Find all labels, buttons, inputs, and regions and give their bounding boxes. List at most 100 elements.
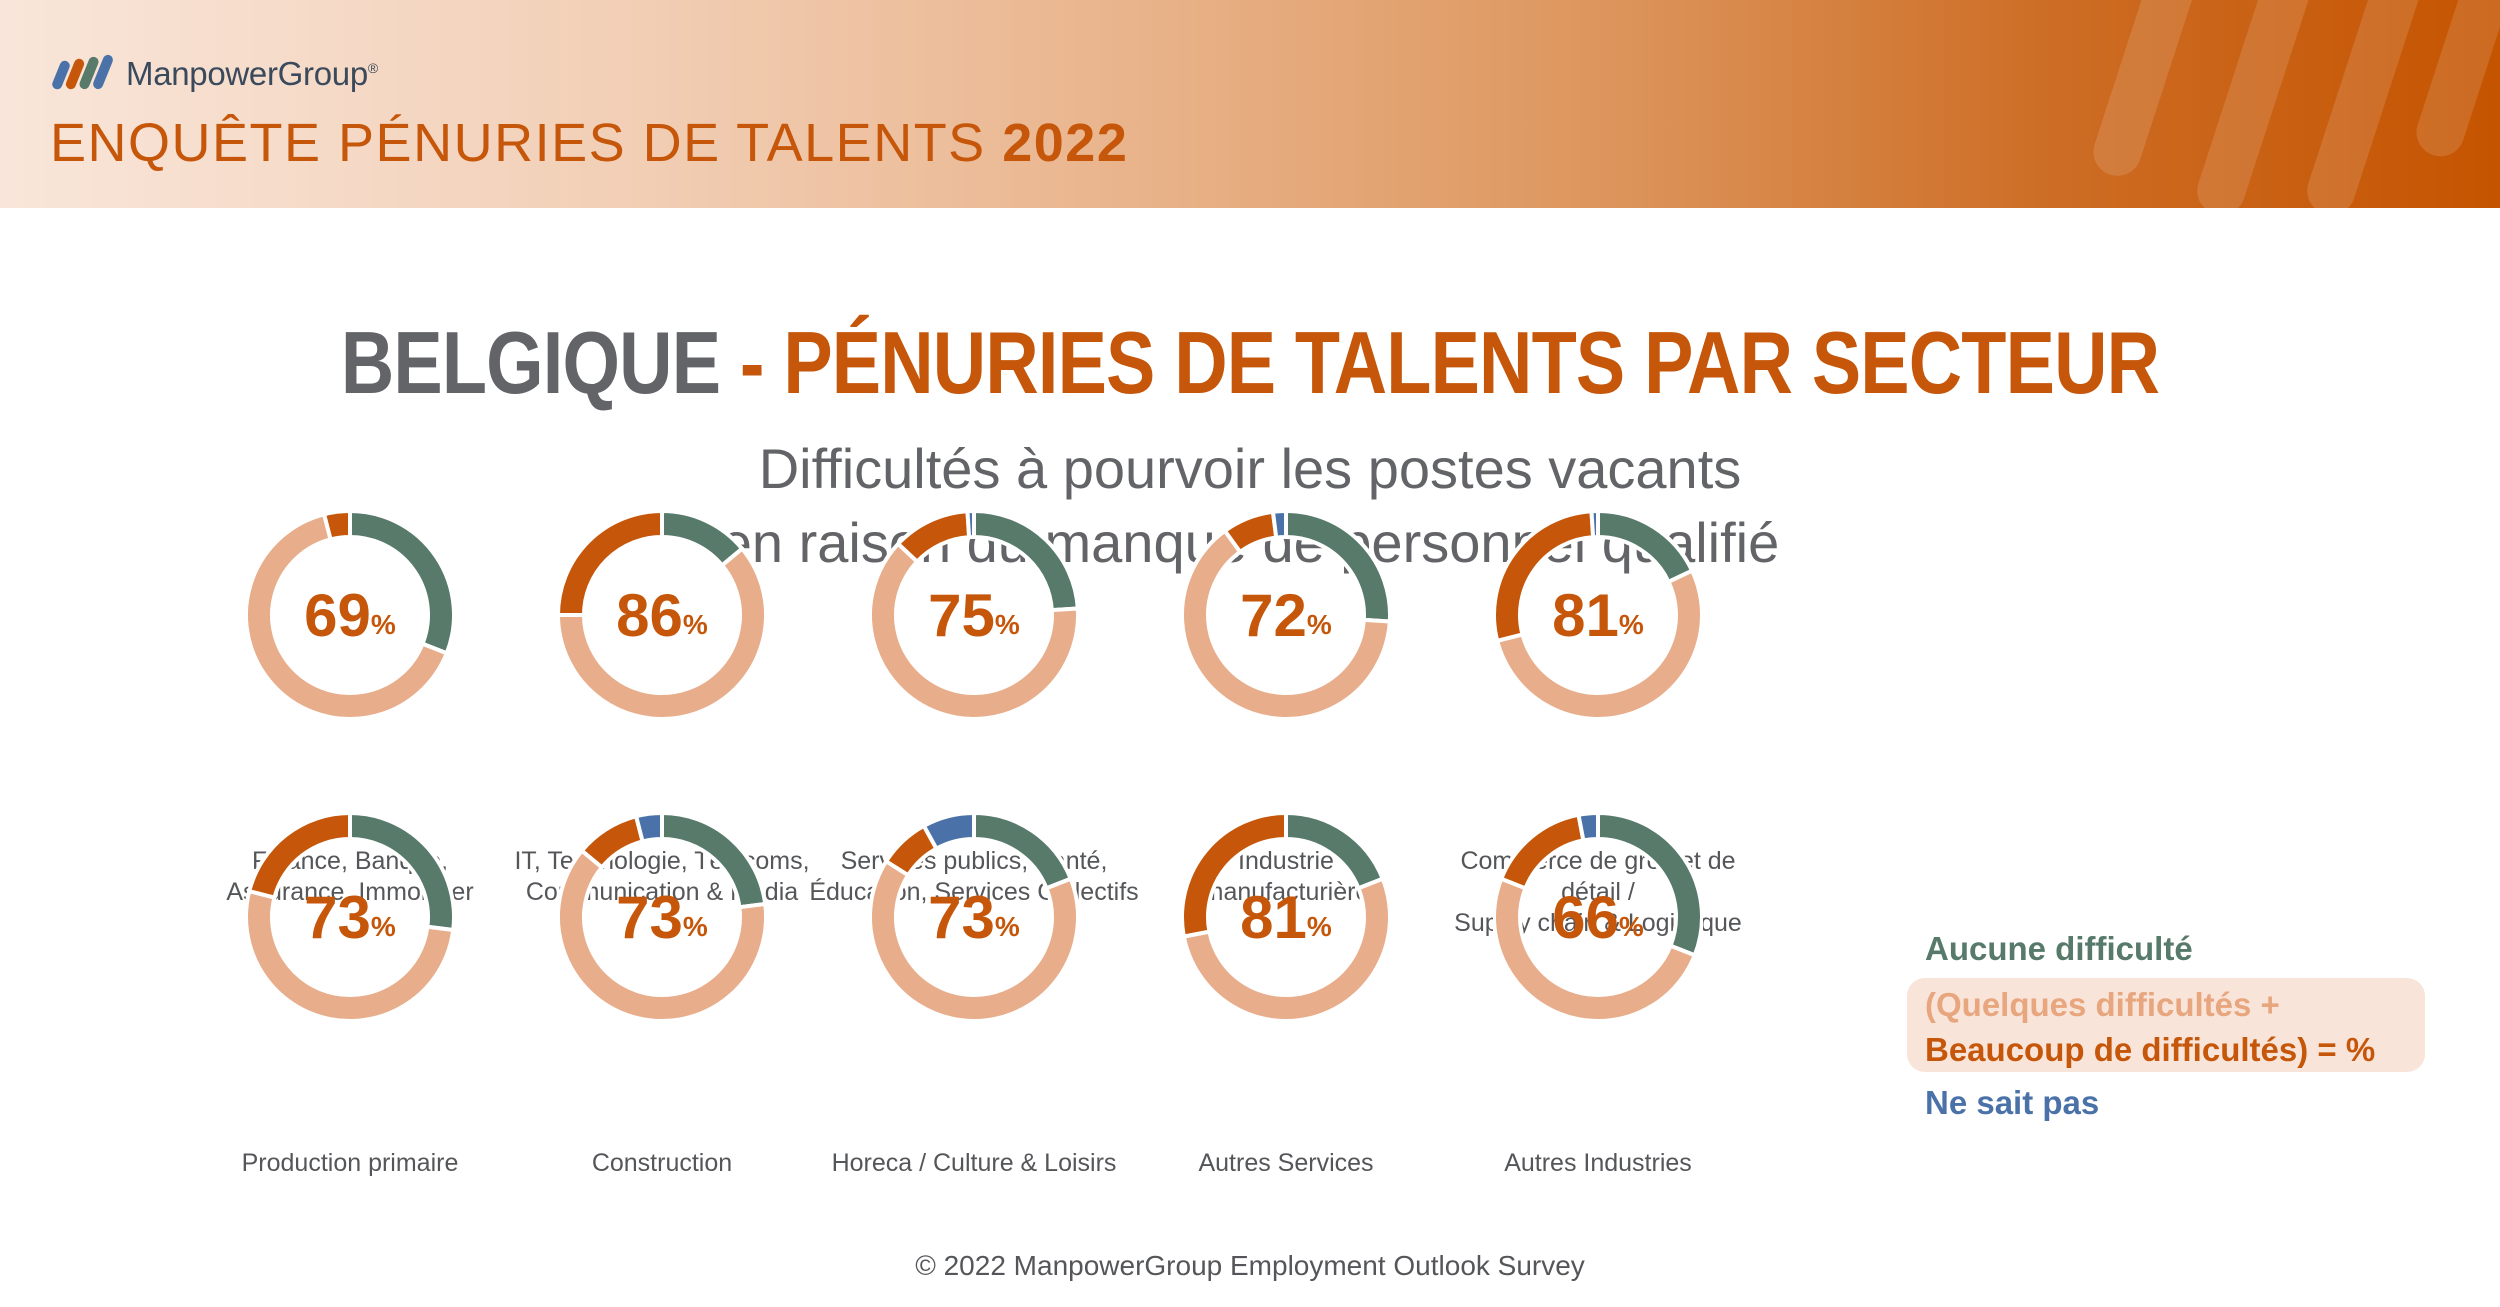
donut-chart: 72% <box>1181 510 1391 720</box>
donut-svg <box>245 812 455 1022</box>
donut-value-unit: % <box>994 911 1020 942</box>
donut-value-label: 81% <box>1493 510 1703 720</box>
donut-value-number: 69 <box>304 581 371 649</box>
segment-quelques <box>1181 876 1391 1022</box>
donut-chart: 86% <box>557 510 767 720</box>
segment-ne-sait-pas <box>965 510 976 540</box>
donut-value-label: 86% <box>557 510 767 720</box>
sector-label-line: Éducation, Services Collectifs <box>809 878 1139 906</box>
sector-label: Autres Industries <box>1433 1148 1763 1179</box>
donut-value-unit: % <box>682 609 708 640</box>
donut-value-number: 73 <box>616 883 683 951</box>
donut-svg <box>1181 812 1391 1022</box>
legend-beaucoup: Beaucoup de difficultés) = % <box>1925 1031 2376 1068</box>
donut-svg <box>245 510 455 720</box>
title-dash: - <box>720 313 784 412</box>
segment-beaucoup <box>1181 812 1288 939</box>
segment-quelques <box>557 546 767 720</box>
segment-quelques <box>245 512 449 720</box>
donut-value-label: 69% <box>245 510 455 720</box>
page-title: BELGIQUE - PÉNURIES DE TALENTS PAR SECTE… <box>200 312 2300 414</box>
sector-label-line: Construction <box>591 1149 733 1177</box>
subtitle-line-1: Difficultés à pourvoir les postes vacant… <box>758 437 1742 500</box>
donut-svg <box>869 510 1079 720</box>
donut-svg <box>869 812 1079 1022</box>
donut-value-unit: % <box>1618 911 1644 942</box>
sector-label-line: Horeca / Culture & Loisirs <box>831 1149 1117 1177</box>
manpowergroup-logo-icon <box>52 54 113 90</box>
donut-svg <box>557 812 767 1022</box>
legend-ne-sait-pas: Ne sait pas <box>1925 1084 2100 1121</box>
donut-value-number: 81 <box>1552 581 1619 649</box>
donut-svg <box>557 510 767 720</box>
donut-value-label: 73% <box>557 812 767 1022</box>
segment-quelques <box>245 889 455 1022</box>
donut-value-unit: % <box>1306 609 1332 640</box>
sector-label: Production primaire <box>185 1148 515 1179</box>
segment-quelques <box>869 541 1079 720</box>
donut-value-number: 81 <box>1240 883 1307 951</box>
donut-value-unit: % <box>1618 609 1644 640</box>
segment-quelques <box>1181 528 1391 720</box>
segment-beaucoup <box>322 510 352 542</box>
segment-beaucoup <box>557 510 664 617</box>
manpowergroup-logo[interactable]: ManpowerGroup® <box>52 48 378 100</box>
donut-value-unit: % <box>682 911 708 942</box>
donut-svg <box>1493 510 1703 720</box>
sector-label-line: manufacturière <box>1202 878 1370 906</box>
donut-value-number: 73 <box>928 883 995 951</box>
donut-value-number: 86 <box>616 581 683 649</box>
sector-label: Horeca / Culture & Loisirs <box>809 1148 1139 1179</box>
segment-quelques <box>557 848 767 1022</box>
segment-ne-sait-pas <box>1576 812 1600 843</box>
donut-chart: 73% <box>557 812 767 1022</box>
donut-value-label: 72% <box>1181 510 1391 720</box>
segment-quelques <box>869 859 1079 1022</box>
title-topic: PÉNURIES DE TALENTS PAR SECTEUR <box>783 313 2160 412</box>
donut-chart: 81% <box>1493 510 1703 720</box>
brand-name: ManpowerGroup® <box>126 55 378 92</box>
donut-chart: 81% <box>1181 812 1391 1022</box>
header-banner: ManpowerGroup® ENQUÊTE PÉNURIES DE TALEN… <box>0 0 2500 208</box>
donut-value-label: 81% <box>1181 812 1391 1022</box>
sector-label: Construction <box>497 1148 827 1179</box>
donut-value-number: 66 <box>1552 883 1619 951</box>
donut-value-unit: % <box>370 609 396 640</box>
sector-label-line: Production primaire <box>241 1149 459 1177</box>
donut-value-label: 75% <box>869 510 1079 720</box>
donut-svg <box>1181 510 1391 720</box>
donut-value-number: 73 <box>304 883 371 951</box>
sector-label-line: Autres Industries <box>1504 1149 1692 1177</box>
segment-quelques <box>1493 876 1697 1022</box>
legend-highlight-box <box>1907 978 2425 1072</box>
survey-title: ENQUÊTE PÉNURIES DE TALENTS 2022 <box>50 113 1129 173</box>
legend-aucune: Aucune difficulté <box>1925 930 2193 967</box>
sector-label-line: Autres Services <box>1198 1149 1374 1177</box>
donut-chart: 73% <box>869 812 1079 1022</box>
decorative-stripes <box>2093 0 2500 208</box>
segment-quelques <box>1495 568 1703 720</box>
segment-beaucoup <box>247 812 352 900</box>
donut-value-unit: % <box>1306 911 1332 942</box>
footer-copyright: © 2022 ManpowerGroup Employment Outlook … <box>915 1250 1585 1281</box>
legend-quelques: (Quelques difficultés + <box>1925 986 2280 1023</box>
donut-value-label: 73% <box>245 812 455 1022</box>
donut-chart: 73% <box>245 812 455 1022</box>
donut-value-unit: % <box>994 609 1020 640</box>
donut-chart: 66% <box>1493 812 1703 1022</box>
donut-svg <box>1493 812 1703 1022</box>
donut-value-label: 73% <box>869 812 1079 1022</box>
sector-label: Autres Services <box>1121 1148 1451 1179</box>
donut-value-number: 75 <box>928 581 995 649</box>
donut-value-unit: % <box>370 911 396 942</box>
donut-chart: 69% <box>245 510 455 720</box>
sector-label: Industrie manufacturière <box>1121 846 1451 908</box>
donut-value-label: 66% <box>1493 812 1703 1022</box>
segment-ne-sait-pas <box>634 812 664 844</box>
sector-label-line: IT, Technologie, Télécoms, <box>514 847 810 875</box>
segment-ne-sait-pas <box>1270 510 1288 540</box>
title-country: BELGIQUE <box>340 313 721 412</box>
segment-ne-sait-pas <box>921 812 976 851</box>
donut-chart: 75% <box>869 510 1079 720</box>
sector-label-line: Industrie <box>1238 847 1334 875</box>
